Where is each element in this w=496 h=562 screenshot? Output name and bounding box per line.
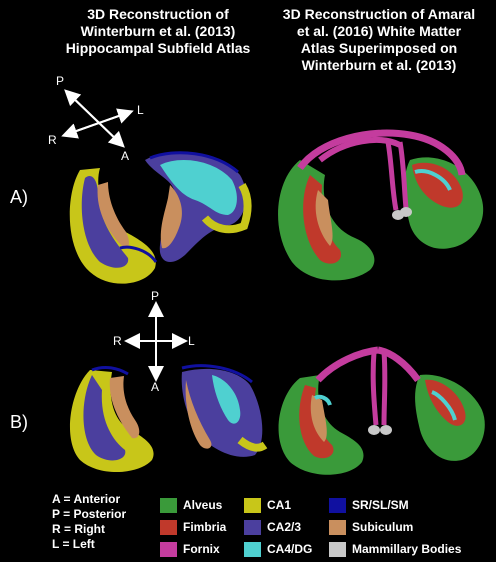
legend-label: CA4/DG xyxy=(267,542,313,556)
orientation-key-item: L = Left xyxy=(52,537,95,551)
legend-item-alveus: Alveus xyxy=(160,494,226,516)
row-a-label: A) xyxy=(10,187,28,207)
legend-item-mammillary-bodies: Mammillary Bodies xyxy=(329,538,461,560)
row-b-label: B) xyxy=(10,412,28,432)
legend-column-1: Alveus Fimbria Fornix xyxy=(160,494,226,560)
legend-item-subiculum: Subiculum xyxy=(329,516,461,538)
legend-label: SR/SL/SM xyxy=(352,498,409,512)
hippocampus-b-right-hemisphere xyxy=(181,364,268,457)
orientation-key: A = Anterior P = Posterior R = Right L =… xyxy=(52,492,126,552)
compass-mid-p-label: P xyxy=(151,289,160,303)
orientation-key-item: A = Anterior xyxy=(52,492,121,506)
legend-column-3: SR/SL/SM Subiculum Mammillary Bodies xyxy=(329,494,461,560)
legend-swatch xyxy=(160,497,177,513)
compass-mid-a-label: A xyxy=(151,380,160,394)
orientation-key-item: R = Right xyxy=(52,522,105,536)
legend-swatch xyxy=(329,519,346,535)
hippocampus-a-left-hemisphere xyxy=(69,168,158,284)
compass-cross xyxy=(124,301,188,382)
left-column-title: 3D Reconstruction of Winterburn et al. (… xyxy=(65,6,251,56)
legend-item-fimbria: Fimbria xyxy=(160,516,226,538)
orientation-key-item: P = Posterior xyxy=(52,507,127,521)
legend-swatch xyxy=(329,497,346,513)
legend-swatch xyxy=(244,541,261,557)
legend-label: Mammillary Bodies xyxy=(352,542,462,556)
compass-mid-r-label: R xyxy=(113,334,122,348)
legend-item-fornix: Fornix xyxy=(160,538,226,560)
legend-swatch xyxy=(329,541,346,557)
legend-label: Fornix xyxy=(183,542,220,556)
legend-label: Alveus xyxy=(183,498,223,512)
legend-label: CA2/3 xyxy=(267,520,302,534)
compass-top-r-label: R xyxy=(48,133,57,147)
hippocampus-b-with-white-matter xyxy=(278,346,485,475)
legend-label: Subiculum xyxy=(352,520,414,534)
legend-label: Fimbria xyxy=(183,520,227,534)
legend-label: CA1 xyxy=(267,498,292,512)
compass-oblique xyxy=(61,89,134,148)
legend-swatch xyxy=(160,541,177,557)
compass-top-a-label: A xyxy=(121,149,130,163)
compass-top-l-label: L xyxy=(137,103,144,117)
right-column-title: 3D Reconstruction of Amaral et al. (2016… xyxy=(282,6,476,73)
legend-item-ca4-dg: CA4/DG xyxy=(244,538,312,560)
compass-top-p-label: P xyxy=(56,74,65,88)
legend-swatch xyxy=(244,497,261,513)
hippocampus-a-with-white-matter xyxy=(278,129,484,281)
hippocampus-a-right-hemisphere xyxy=(145,151,252,263)
legend-item-sr-sl-sm: SR/SL/SM xyxy=(329,494,461,516)
legend-column-2: CA1 CA2/3 CA4/DG xyxy=(244,494,312,560)
hippocampus-b-left-hemisphere xyxy=(69,365,154,473)
legend-item-ca1: CA1 xyxy=(244,494,312,516)
compass-mid-l-label: L xyxy=(188,334,195,348)
legend-swatch xyxy=(160,519,177,535)
legend-item-ca2-3: CA2/3 xyxy=(244,516,312,538)
legend-swatch xyxy=(244,519,261,535)
